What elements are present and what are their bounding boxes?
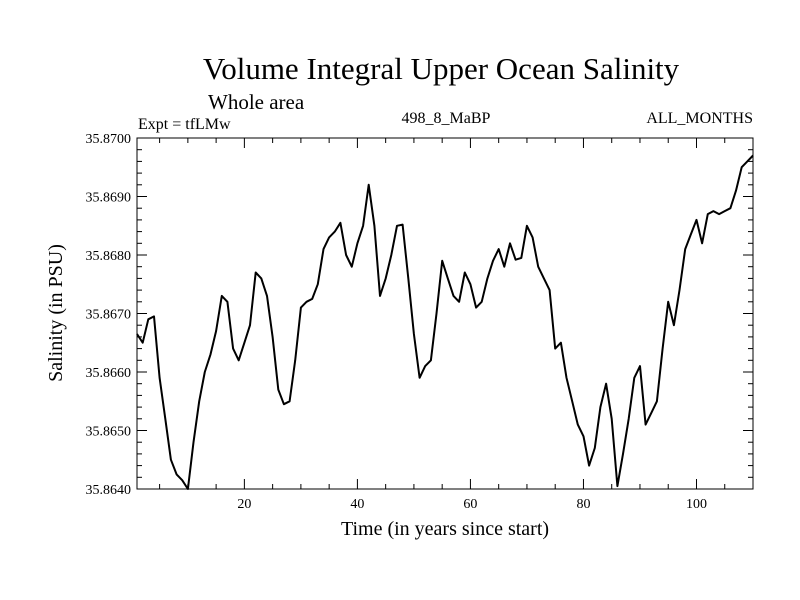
y-tick-label: 35.8650 — [86, 425, 132, 440]
x-axis-label: Time (in years since start) — [341, 518, 549, 540]
x-tick-label: 80 — [576, 497, 590, 512]
x-tick-label: 20 — [237, 497, 251, 512]
run-label: 498_8_MaBP — [402, 110, 491, 127]
chart-subtitle: Whole area — [208, 90, 305, 114]
months-label: ALL_MONTHS — [646, 110, 753, 127]
salinity-series-line — [136, 154, 754, 490]
x-tick-label: 40 — [350, 497, 364, 512]
plot-frame — [136, 137, 754, 490]
axis-tick-labels: 20 40 60 80 100 35.8640 35.8650 35.8660 35.8670 3… — [86, 132, 707, 512]
y-tick-label: 35.8670 — [86, 308, 132, 323]
y-tick-label: 35.8680 — [86, 249, 132, 264]
y-tick-label: 35.8700 — [86, 132, 132, 147]
y-axis-label: Salinity (in PSU) — [45, 244, 67, 382]
y-tick-label: 35.8640 — [86, 483, 132, 498]
x-tick-label: 100 — [686, 497, 707, 512]
experiment-label: Expt = tfLMw — [138, 116, 231, 133]
y-tick-label: 35.8690 — [86, 191, 132, 206]
chart-title: Volume Integral Upper Ocean Salinity — [203, 51, 680, 86]
x-tick-label: 60 — [463, 497, 477, 512]
y-tick-label: 35.8660 — [86, 366, 132, 381]
